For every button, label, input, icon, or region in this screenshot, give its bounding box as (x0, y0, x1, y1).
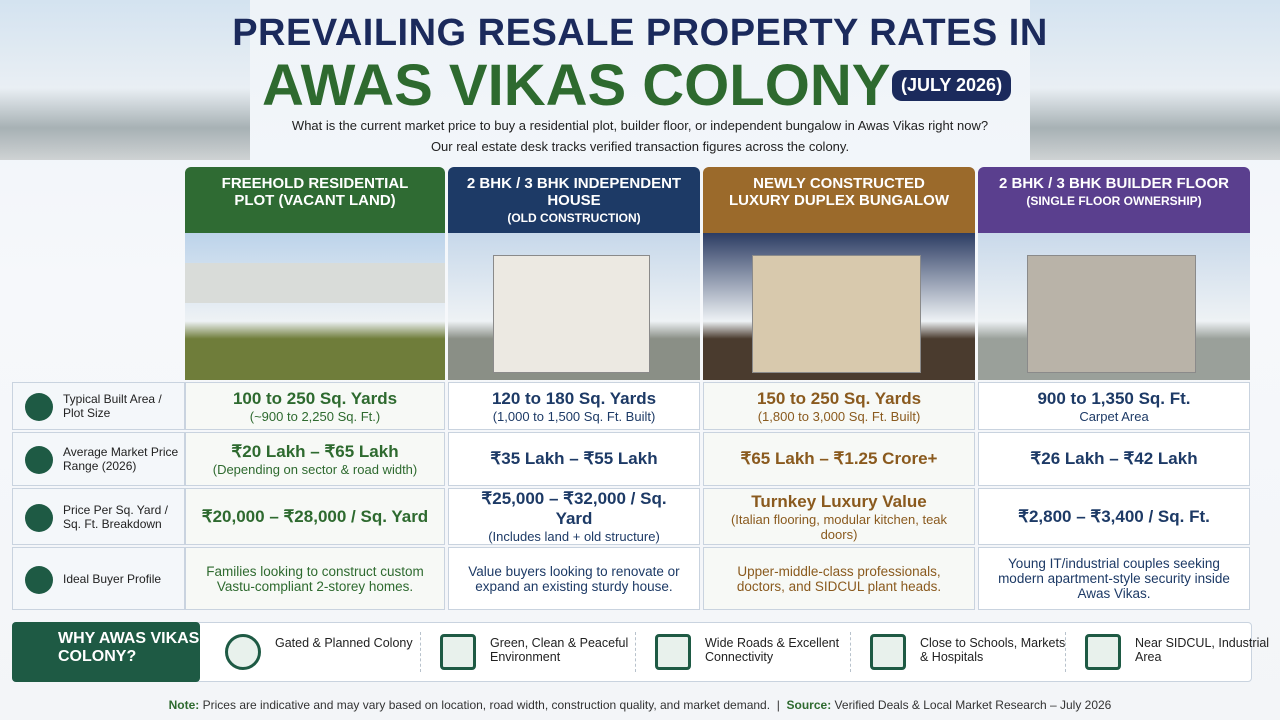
row-icon (25, 446, 53, 474)
divider (635, 632, 636, 672)
building (493, 255, 650, 373)
column-header: 2 BHK / 3 BHK INDEPENDENT HOUSE (OLD CONS… (448, 167, 700, 233)
divider (850, 632, 851, 672)
table-cell: ₹65 Lakh – ₹1.25 Crore+ (703, 432, 975, 486)
cell-main: ₹35 Lakh – ₹55 Lakh (490, 449, 658, 468)
why-item: Green, Clean & Peaceful Environment (490, 636, 629, 664)
column-subtitle: (OLD CONSTRUCTION) (507, 211, 641, 225)
why-item: Close to Schools, Markets & Hospitals (920, 636, 1066, 664)
cell-detail: (1,800 to 3,000 Sq. Ft. Built) (757, 408, 921, 424)
why-icon (870, 634, 906, 670)
why-bar (12, 622, 1252, 682)
table-cell: ₹20,000 – ₹28,000 / Sq. Yard (185, 488, 445, 545)
why-icon (440, 634, 476, 670)
intro-line: Our real estate desk tracks verified tra… (430, 139, 850, 154)
cell-main: ₹25,000 – ₹32,000 / Sq. Yard (481, 489, 667, 528)
row-label-text: Average Market Price Range (2026) (63, 445, 179, 473)
cell-main: 100 to 250 Sq. Yards (232, 388, 398, 408)
cell-main: 120 to 180 Sq. Yards (491, 388, 657, 408)
row-label: Average Market Price Range (2026) (12, 432, 185, 486)
buildings (185, 263, 445, 303)
footer: Note: Prices are indicative and may vary… (168, 698, 1112, 712)
why-title: WHY AWAS VIKAS COLONY? (12, 622, 200, 682)
table-cell: Young IT/industrial couples seeking mode… (978, 547, 1250, 610)
table-cell: Turnkey Luxury Value (Italian flooring, m… (703, 488, 975, 545)
table-cell: Value buyers looking to renovate or expa… (448, 547, 700, 610)
divider (420, 632, 421, 672)
date-badge: (JULY 2026) (892, 70, 1012, 101)
property-photo (978, 233, 1250, 380)
cell-detail: Value buyers looking to renovate or expa… (468, 563, 680, 594)
table-cell: ₹20 Lakh – ₹65 Lakh (Depending on sector … (185, 432, 445, 486)
column-header: NEWLY CONSTRUCTED LUXURY DUPLEX BUNGALOW (703, 167, 975, 233)
cell-detail: Young IT/industrial couples seeking mode… (998, 556, 1230, 601)
property-photo (703, 233, 975, 380)
row-icon (25, 503, 53, 532)
row-label: Typical Built Area / Plot Size (12, 382, 185, 430)
cell-main: ₹26 Lakh – ₹42 Lakh (1030, 449, 1198, 468)
why-item: Wide Roads & Excellent Connectivity (705, 636, 840, 664)
column-header: 2 BHK / 3 BHK BUILDER FLOOR (SINGLE FLOOR… (978, 167, 1250, 233)
building (751, 255, 921, 373)
cell-main: ₹20,000 – ₹28,000 / Sq. Yard (201, 506, 429, 526)
table-cell: Upper-middle-class professionals, doctor… (703, 547, 975, 610)
title-line-2: AWAS VIKAS COLONY (262, 53, 891, 118)
table-cell: 120 to 180 Sq. Yards (1,000 to 1,500 Sq. … (448, 382, 700, 430)
source-label: Source: (786, 698, 832, 712)
row-label-text: Price Per Sq. Yard / Sq. Ft. Breakdown (63, 502, 168, 531)
row-label-text: Ideal Buyer Profile (63, 571, 162, 586)
row-label: Ideal Buyer Profile (12, 547, 185, 610)
cell-detail: (Depending on sector & road width) (212, 461, 418, 477)
street-photo-right (1030, 0, 1280, 160)
table-cell: ₹26 Lakh – ₹42 Lakh (978, 432, 1250, 486)
cell-main: 150 to 250 Sq. Yards (756, 388, 922, 408)
cell-main: ₹20 Lakh – ₹65 Lakh (231, 441, 399, 461)
cell-main: 900 to 1,350 Sq. Ft. (1037, 388, 1191, 408)
cell-detail: Families looking to construct custom Vas… (206, 563, 424, 594)
title-line-1: PREVAILING RESALE PROPERTY RATES IN (232, 12, 1048, 54)
cell-detail: (~900 to 2,250 Sq. Ft.) (249, 408, 381, 424)
why-item: Gated & Planned Colony (275, 636, 413, 650)
note: Prices are indicative and may vary based… (202, 698, 771, 712)
cell-detail: (Includes land + old structure) (488, 529, 660, 544)
source: Verified Deals & Local Market Research –… (834, 698, 1112, 712)
property-photo (185, 233, 445, 380)
cell-main: ₹65 Lakh – ₹1.25 Crore+ (740, 449, 938, 468)
table-cell: 900 to 1,350 Sq. Ft. Carpet Area (978, 382, 1250, 430)
row-label-text: Typical Built Area / Plot Size (63, 392, 162, 420)
table-cell: 100 to 250 Sq. Yards (~900 to 2,250 Sq. F… (185, 382, 445, 430)
row-icon (25, 565, 53, 594)
why-icon (225, 634, 261, 670)
row-label: Price Per Sq. Yard / Sq. Ft. Breakdown (12, 488, 185, 545)
cell-main: Turnkey Luxury Value (751, 491, 927, 511)
table-cell: ₹2,800 – ₹3,400 / Sq. Ft. (978, 488, 1250, 545)
cell-detail: (1,000 to 1,500 Sq. Ft. Built) (492, 408, 656, 424)
cell-detail: (Italian flooring, modular kitchen, teak… (730, 511, 948, 542)
column-subtitle: (SINGLE FLOOR OWNERSHIP) (1026, 194, 1202, 208)
why-icon (1085, 634, 1121, 670)
table-cell: 150 to 250 Sq. Yards (1,800 to 3,000 Sq. … (703, 382, 975, 430)
street-photo-left (0, 0, 250, 160)
table-cell: ₹35 Lakh – ₹55 Lakh (448, 432, 700, 486)
cell-detail: Carpet Area (1079, 408, 1149, 424)
cell-main: ₹2,800 – ₹3,400 / Sq. Ft. (1018, 506, 1210, 526)
column-header: FREEHOLD RESIDENTIAL PLOT (VACANT LAND) (185, 167, 445, 233)
divider (1065, 632, 1066, 672)
cell-detail: Upper-middle-class professionals, doctor… (736, 563, 942, 594)
row-icon (25, 393, 53, 421)
property-photo (448, 233, 700, 380)
why-icon (655, 634, 691, 670)
table-cell: Families looking to construct custom Vas… (185, 547, 445, 610)
why-item: Near SIDCUL, Industrial Area (1135, 636, 1270, 664)
intro-line: What is the current market price to buy … (291, 118, 989, 133)
table-cell: ₹25,000 – ₹32,000 / Sq. Yard (Includes la… (448, 488, 700, 545)
note-label: Note: (168, 698, 200, 712)
building (1026, 255, 1196, 373)
